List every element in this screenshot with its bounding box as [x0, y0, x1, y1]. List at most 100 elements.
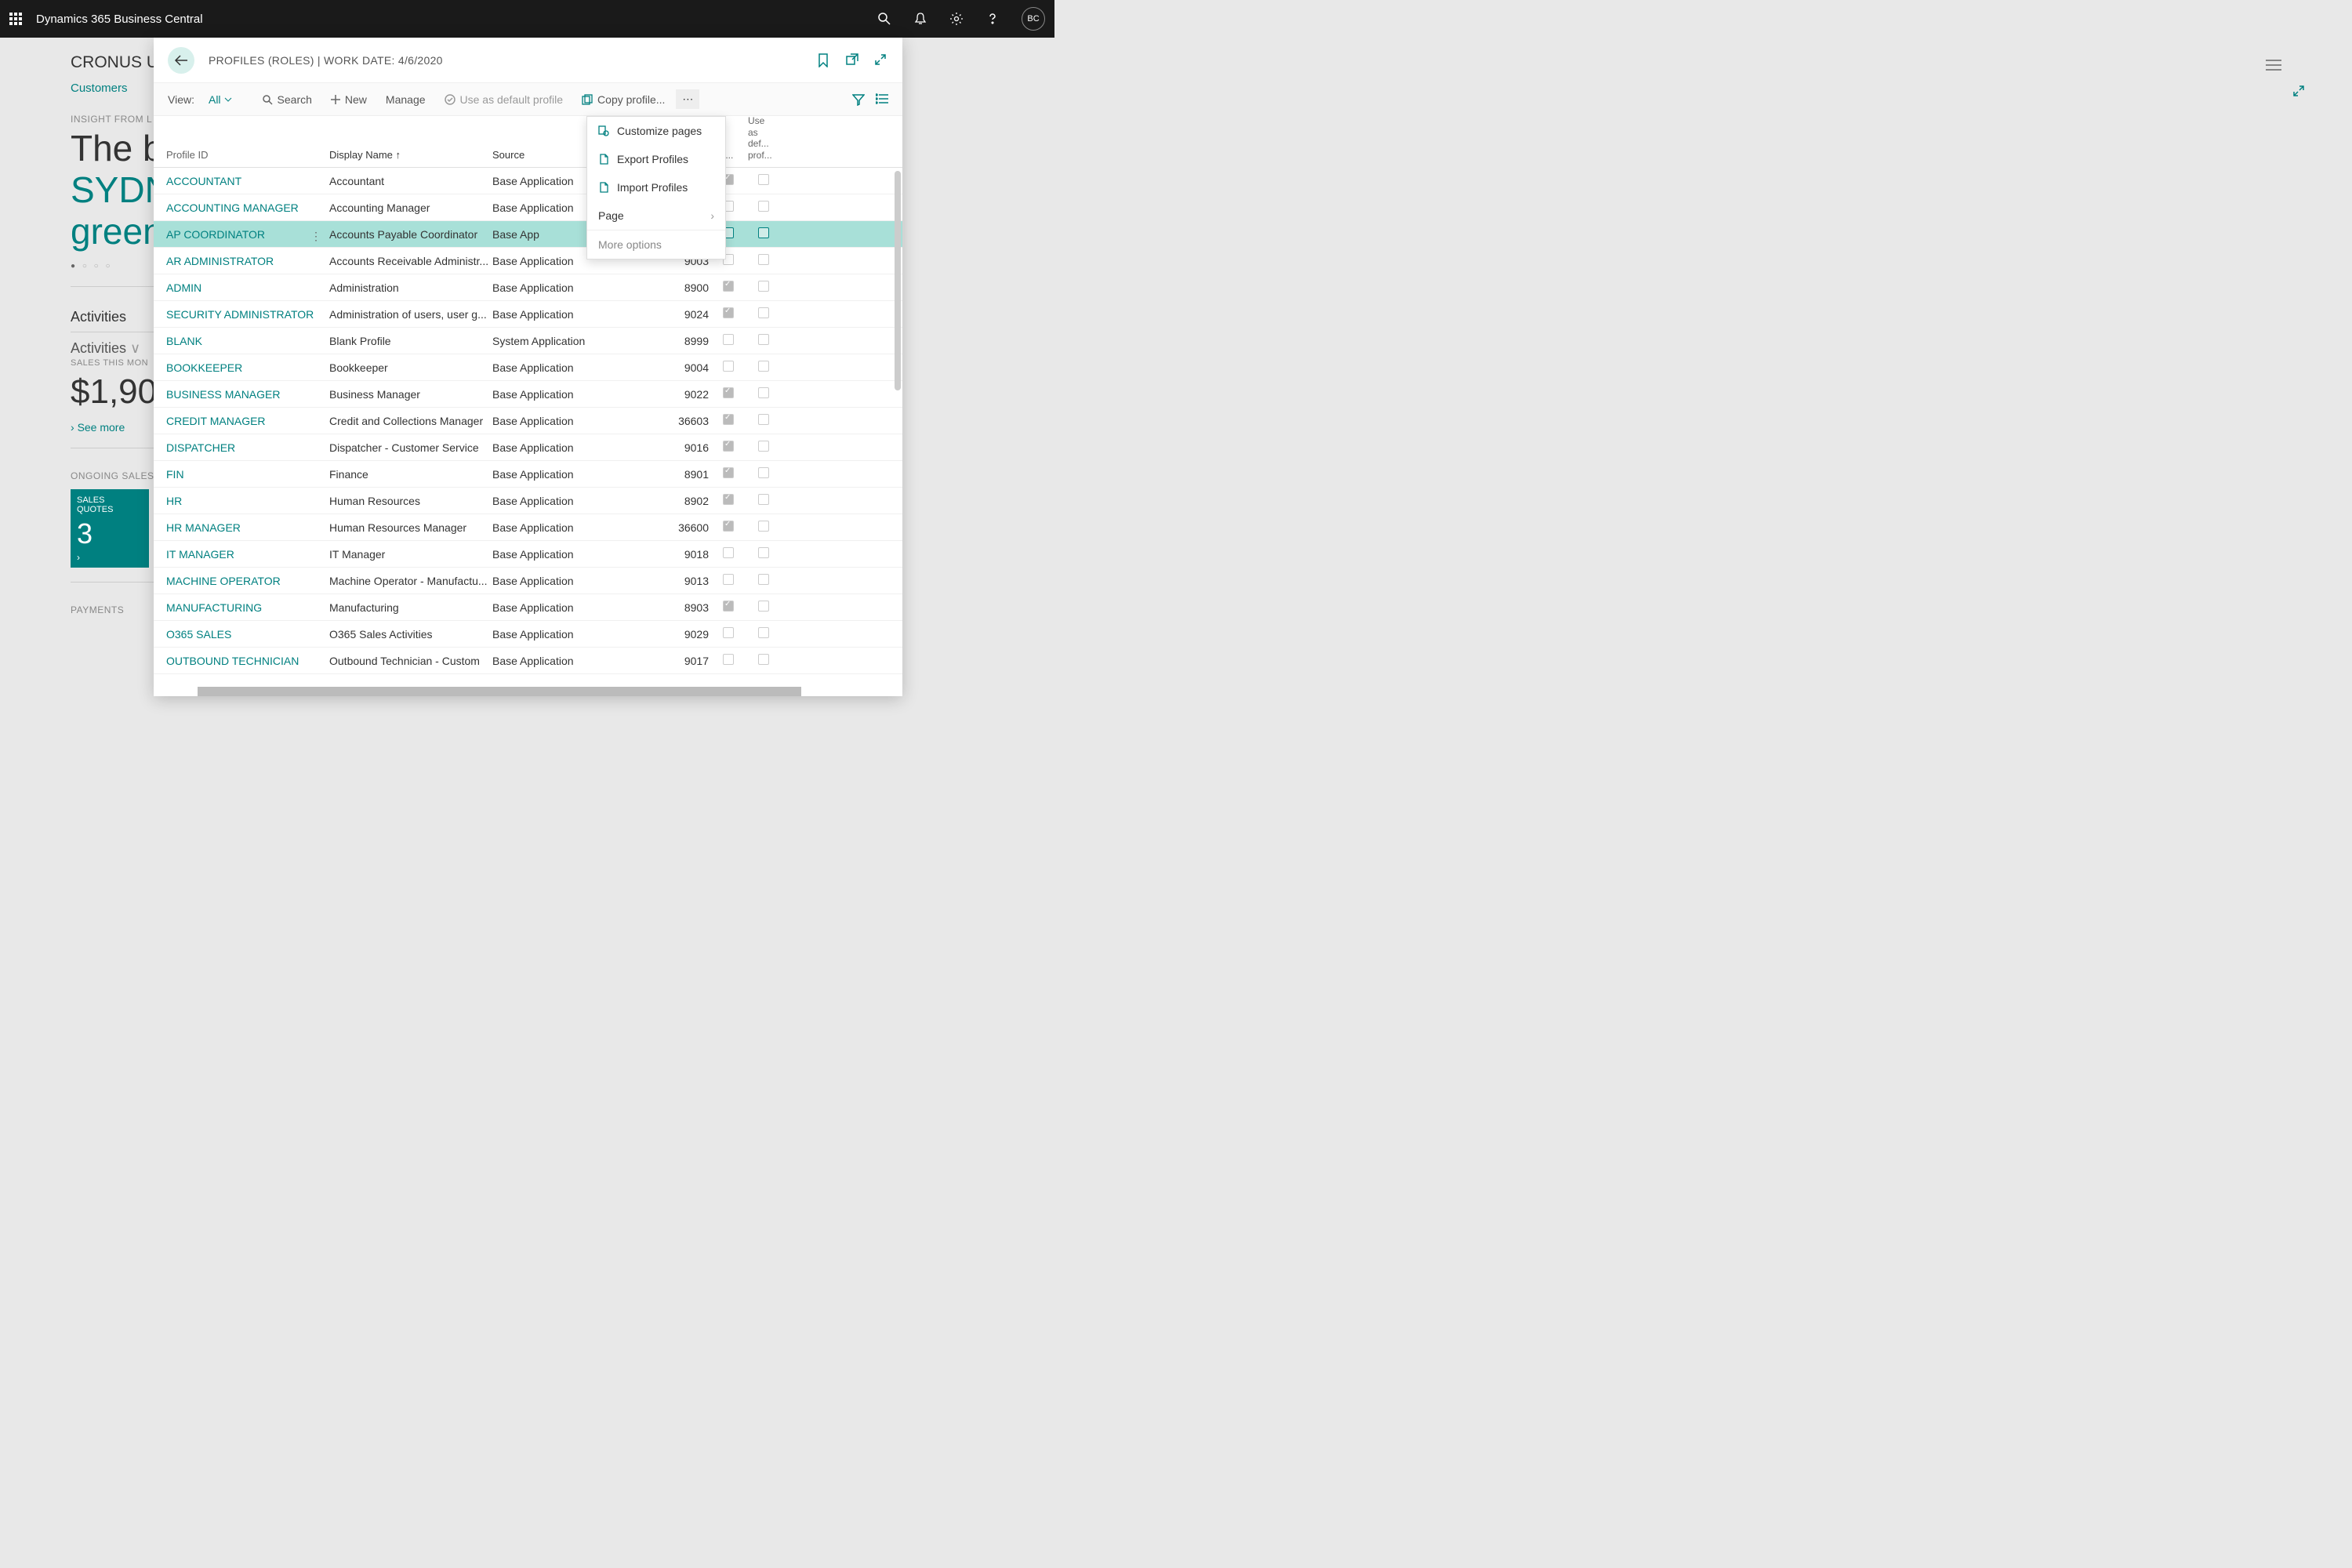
- cell-profile-id[interactable]: O365 SALES⋮: [154, 628, 326, 641]
- table-row[interactable]: ACCOUNTANT⋮AccountantBase Application902…: [154, 168, 902, 194]
- sales-quotes-tile[interactable]: SALES QUOTES 3 ›: [71, 489, 149, 568]
- cell-default[interactable]: [748, 441, 779, 454]
- cell-default[interactable]: [748, 654, 779, 667]
- cell-profile-id[interactable]: OUTBOUND TECHNICIAN⋮: [154, 655, 326, 667]
- cell-profile-id[interactable]: ADMIN⋮: [154, 281, 326, 294]
- cell-profile-id[interactable]: ACCOUNTING MANAGER⋮: [154, 201, 326, 214]
- table-row[interactable]: ACCOUNTING MANAGER⋮Accounting ManagerBas…: [154, 194, 902, 221]
- cell-default[interactable]: [748, 627, 779, 641]
- list-view-icon[interactable]: [876, 93, 888, 106]
- cell-default[interactable]: [748, 574, 779, 587]
- cell-enabled[interactable]: [709, 334, 748, 347]
- table-row[interactable]: AP COORDINATOR⋮Accounts Payable Coordina…: [154, 221, 902, 248]
- cell-enabled[interactable]: [709, 281, 748, 294]
- more-actions-button[interactable]: ⋯: [676, 89, 699, 109]
- cell-enabled[interactable]: [709, 307, 748, 321]
- user-avatar[interactable]: BC: [1022, 7, 1045, 31]
- help-icon[interactable]: [985, 12, 1000, 26]
- expand-icon[interactable]: [2292, 85, 2305, 97]
- table-row[interactable]: ADMIN⋮AdministrationBase Application8900: [154, 274, 902, 301]
- table-row[interactable]: BOOKKEEPER⋮BookkeeperBase Application900…: [154, 354, 902, 381]
- manage-button[interactable]: Manage: [378, 90, 434, 109]
- horizontal-scrollbar[interactable]: [198, 687, 801, 696]
- table-row[interactable]: IT MANAGER⋮IT ManagerBase Application901…: [154, 541, 902, 568]
- cell-default[interactable]: [748, 547, 779, 561]
- cell-default[interactable]: [748, 307, 779, 321]
- cell-enabled[interactable]: [709, 494, 748, 507]
- cell-default[interactable]: [748, 281, 779, 294]
- table-row[interactable]: MANUFACTURING⋮ManufacturingBase Applicat…: [154, 594, 902, 621]
- table-row[interactable]: OUTBOUND TECHNICIAN⋮Outbound Technician …: [154, 648, 902, 674]
- app-launcher-icon[interactable]: [9, 13, 22, 25]
- cell-profile-id[interactable]: DISPATCHER⋮: [154, 441, 326, 454]
- cell-enabled[interactable]: [709, 574, 748, 587]
- dd-more-options[interactable]: More options: [587, 230, 725, 259]
- cell-profile-id[interactable]: ACCOUNTANT⋮: [154, 175, 326, 187]
- cell-default[interactable]: [748, 494, 779, 507]
- cell-enabled[interactable]: [709, 361, 748, 374]
- view-all-dropdown[interactable]: All: [202, 90, 238, 109]
- cell-default[interactable]: [748, 334, 779, 347]
- cell-default[interactable]: [748, 227, 779, 241]
- cell-profile-id[interactable]: CREDIT MANAGER⋮: [154, 415, 326, 427]
- cell-enabled[interactable]: [709, 467, 748, 481]
- bookmark-icon[interactable]: [818, 53, 832, 67]
- cell-default[interactable]: [748, 601, 779, 614]
- expand-icon[interactable]: [874, 53, 888, 67]
- cell-profile-id[interactable]: MANUFACTURING⋮: [154, 601, 326, 614]
- table-row[interactable]: CREDIT MANAGER⋮Credit and Collections Ma…: [154, 408, 902, 434]
- vertical-scrollbar[interactable]: [895, 171, 901, 390]
- cell-default[interactable]: [748, 174, 779, 187]
- row-menu-icon[interactable]: ⋮: [310, 230, 321, 243]
- cell-profile-id[interactable]: HR MANAGER⋮: [154, 521, 326, 534]
- notifications-icon[interactable]: [913, 12, 927, 26]
- search-button[interactable]: Search: [254, 90, 320, 109]
- cell-enabled[interactable]: [709, 547, 748, 561]
- col-default[interactable]: Useasdef...prof...: [748, 116, 779, 161]
- table-row[interactable]: BLANK⋮Blank ProfileSystem Application899…: [154, 328, 902, 354]
- cell-enabled[interactable]: [709, 627, 748, 641]
- copy-profile-button[interactable]: Copy profile...: [574, 90, 673, 109]
- table-row[interactable]: O365 SALES⋮O365 Sales ActivitiesBase App…: [154, 621, 902, 648]
- cell-default[interactable]: [748, 254, 779, 267]
- dd-customize-pages[interactable]: Customize pages: [587, 117, 725, 145]
- table-row[interactable]: DISPATCHER⋮Dispatcher - Customer Service…: [154, 434, 902, 461]
- cell-profile-id[interactable]: BUSINESS MANAGER⋮: [154, 388, 326, 401]
- cell-profile-id[interactable]: BLANK⋮: [154, 335, 326, 347]
- table-row[interactable]: SECURITY ADMINISTRATOR⋮Administration of…: [154, 301, 902, 328]
- dd-import-profiles[interactable]: Import Profiles: [587, 173, 725, 201]
- cell-default[interactable]: [748, 521, 779, 534]
- cell-profile-id[interactable]: IT MANAGER⋮: [154, 548, 326, 561]
- use-default-button[interactable]: Use as default profile: [437, 90, 572, 109]
- col-display-name[interactable]: Display Name ↑: [326, 149, 492, 161]
- cell-profile-id[interactable]: FIN⋮: [154, 468, 326, 481]
- table-row[interactable]: MACHINE OPERATOR⋮Machine Operator - Manu…: [154, 568, 902, 594]
- cell-default[interactable]: [748, 201, 779, 214]
- table-row[interactable]: HR⋮Human ResourcesBase Application8902: [154, 488, 902, 514]
- table-row[interactable]: BUSINESS MANAGER⋮Business ManagerBase Ap…: [154, 381, 902, 408]
- table-row[interactable]: HR MANAGER⋮Human Resources ManagerBase A…: [154, 514, 902, 541]
- cell-default[interactable]: [748, 467, 779, 481]
- settings-icon[interactable]: [949, 12, 964, 26]
- search-icon[interactable]: [877, 12, 891, 26]
- cell-profile-id[interactable]: SECURITY ADMINISTRATOR⋮: [154, 308, 326, 321]
- dd-page[interactable]: Page: [587, 201, 725, 230]
- cell-profile-id[interactable]: AP COORDINATOR⋮: [154, 228, 326, 241]
- cell-default[interactable]: [748, 414, 779, 427]
- cell-enabled[interactable]: [709, 654, 748, 667]
- cell-profile-id[interactable]: HR⋮: [154, 495, 326, 507]
- filter-icon[interactable]: [852, 93, 865, 106]
- cell-profile-id[interactable]: AR ADMINISTRATOR⋮: [154, 255, 326, 267]
- dd-export-profiles[interactable]: Export Profiles: [587, 145, 725, 173]
- popout-icon[interactable]: [846, 53, 860, 67]
- hamburger-icon[interactable]: [2266, 60, 2281, 71]
- table-row[interactable]: FIN⋮FinanceBase Application8901: [154, 461, 902, 488]
- back-button[interactable]: [168, 47, 194, 74]
- cell-enabled[interactable]: [709, 601, 748, 614]
- cell-profile-id[interactable]: MACHINE OPERATOR⋮: [154, 575, 326, 587]
- cell-enabled[interactable]: [709, 441, 748, 454]
- cell-enabled[interactable]: [709, 387, 748, 401]
- cell-enabled[interactable]: [709, 414, 748, 427]
- col-profile-id[interactable]: Profile ID: [154, 149, 326, 161]
- new-button[interactable]: New: [323, 90, 375, 109]
